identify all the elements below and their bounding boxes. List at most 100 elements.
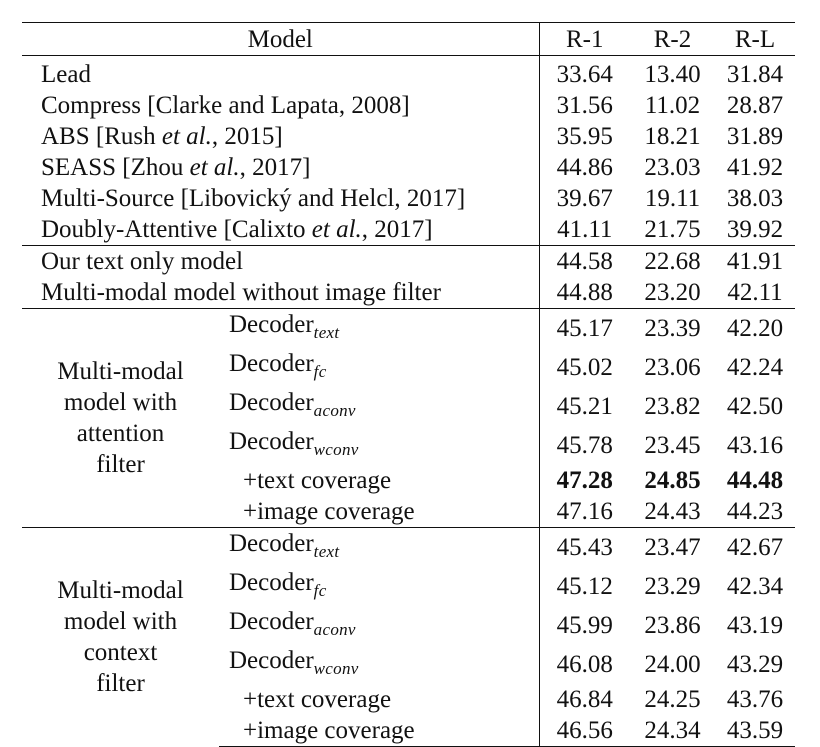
cell-r1: 45.17 xyxy=(539,308,630,348)
variant-base: Decoder xyxy=(229,350,314,377)
results-table-wrapper: Model R-1 R-2 R-L Lead 33.64 13.40 31.84… xyxy=(22,22,795,747)
table-row: Decoderwconv 46.08 24.00 43.29 xyxy=(22,645,795,684)
variant-base: Decoder xyxy=(229,311,314,338)
cell-r1: 46.08 xyxy=(556,651,613,678)
cell-r2: 23.39 xyxy=(630,308,715,348)
row-label: Doubly-Attentive [Calixto et al., 2017] xyxy=(22,214,540,246)
cell-r1: 45.99 xyxy=(556,612,613,639)
cell-r1-best: 47.28 xyxy=(556,467,613,494)
cell-r1: 45.02 xyxy=(556,354,613,381)
variant-label: +text coverage xyxy=(219,465,540,496)
variant-subscript: aconv xyxy=(313,401,356,420)
variant-label: +image coverage xyxy=(219,496,540,528)
table-row: +image coverage 47.16 24.43 44.23 xyxy=(22,496,795,528)
cell-r2: 23.45 xyxy=(644,432,701,459)
cell-r1: 41.11 xyxy=(557,216,613,243)
row-label: Multi-modal model without image filter xyxy=(22,277,540,309)
cell-r2: 23.47 xyxy=(630,527,715,567)
variant-subscript: wconv xyxy=(313,440,359,459)
table-row: Doubly-Attentive [Calixto et al., 2017] … xyxy=(22,214,795,246)
cell-r1: 44.86 xyxy=(556,154,613,181)
cell-rl: 31.89 xyxy=(726,123,784,150)
group-label-context: Multi-modal model with context filter xyxy=(22,527,219,747)
cell-rl-best: 44.48 xyxy=(726,467,784,494)
cell-r2: 23.03 xyxy=(644,154,701,181)
table-row: Decoderfc 45.02 23.06 42.24 xyxy=(22,348,795,387)
cell-r2: 24.00 xyxy=(644,651,701,678)
cell-r2: 23.20 xyxy=(644,279,701,306)
variant-label: Decoderaconv xyxy=(219,387,540,426)
cell-rl: 43.29 xyxy=(726,651,784,678)
variant-subscript: text xyxy=(313,323,340,342)
variant-base: Decoder xyxy=(229,389,314,416)
variant-base: Decoder xyxy=(229,530,314,557)
cell-r2: 23.06 xyxy=(644,354,701,381)
cell-r1: 46.84 xyxy=(556,686,613,713)
row-label: ABS [Rush et al., 2015] xyxy=(22,121,540,152)
table-row: Multi-modal model with attention filter … xyxy=(22,308,795,528)
variant-label: Decoderwconv xyxy=(219,426,540,465)
cell-r1: 45.78 xyxy=(556,432,613,459)
table-row: Multi-Source [Libovický and Helcl, 2017]… xyxy=(22,183,795,214)
table-row: Multi-modal model without image filter 4… xyxy=(22,277,795,309)
row-label: Compress [Clarke and Lapata, 2008] xyxy=(22,90,540,121)
table-row: Decoderwconv 45.78 23.45 43.16 xyxy=(22,426,795,465)
group-label-line: attention xyxy=(76,420,165,447)
cell-r1: 46.56 xyxy=(539,715,630,747)
results-table: Model R-1 R-2 R-L Lead 33.64 13.40 31.84… xyxy=(22,22,795,747)
row-label-text: ABS [Rush xyxy=(41,123,162,150)
cell-r1: 45.21 xyxy=(556,393,613,420)
cell-rl: 43.59 xyxy=(715,715,795,747)
table-row: SEASS [Zhou et al., 2017] 44.86 23.03 41… xyxy=(22,152,795,183)
variant-label: Decoderwconv xyxy=(219,645,540,684)
cell-rl: 43.19 xyxy=(726,612,784,639)
cell-rl: 42.67 xyxy=(715,527,795,567)
cell-rl: 42.11 xyxy=(727,279,783,306)
cell-rl: 43.76 xyxy=(726,686,784,713)
variant-subscript: fc xyxy=(313,581,327,600)
variant-label: Decoderfc xyxy=(219,348,540,387)
cell-r2: 18.21 xyxy=(644,123,701,150)
cell-r1: 45.12 xyxy=(556,573,613,600)
header-r1: R-1 xyxy=(539,22,630,56)
variant-subscript: fc xyxy=(313,362,327,381)
group-label-line: filter xyxy=(96,451,145,478)
header-rl: R-L xyxy=(715,22,795,56)
cell-r1: 31.56 xyxy=(556,92,613,119)
cell-rl: 28.87 xyxy=(726,92,784,119)
row-label-text: , 2017] xyxy=(361,216,433,243)
variant-label: +image coverage xyxy=(219,715,540,747)
cell-r1: 44.88 xyxy=(556,279,613,306)
table-row: +text coverage 46.84 24.25 43.76 xyxy=(22,684,795,715)
cell-rl: 42.20 xyxy=(715,308,795,348)
row-label-text: , 2015] xyxy=(211,123,283,150)
cell-r2: 22.68 xyxy=(630,245,715,277)
table-row: +text coverage 47.28 24.85 44.48 xyxy=(22,465,795,496)
cell-r2: 24.43 xyxy=(644,498,701,525)
cell-rl: 42.24 xyxy=(726,354,784,381)
variant-label: Decodertext xyxy=(219,308,540,348)
group-label-line: model with xyxy=(63,389,178,416)
table-row: Lead 33.64 13.40 31.84 xyxy=(22,55,795,90)
group-label-line: context xyxy=(83,639,158,667)
cell-rl: 41.92 xyxy=(726,154,784,181)
cell-r2: 13.40 xyxy=(630,55,715,90)
variant-subscript: text xyxy=(313,542,340,561)
cell-r1: 39.67 xyxy=(556,185,613,212)
table-row: Decoderaconv 45.21 23.82 42.50 xyxy=(22,387,795,426)
row-label-text: , 2017] xyxy=(239,154,311,181)
variant-base: Decoder xyxy=(229,569,314,596)
group-label-line: Multi-modal xyxy=(57,358,184,385)
cell-rl: 39.92 xyxy=(726,216,784,243)
cell-r2: 23.86 xyxy=(644,612,701,639)
header-model: Model xyxy=(22,22,540,56)
cell-r2: 24.25 xyxy=(644,686,701,713)
cell-r2: 24.34 xyxy=(630,715,715,747)
variant-subscript: wconv xyxy=(313,659,359,678)
group-label-line: filter xyxy=(96,670,145,698)
cell-r2: 11.02 xyxy=(644,92,701,119)
cell-r1: 44.58 xyxy=(539,245,630,277)
table-row: Compress [Clarke and Lapata, 2008] 31.56… xyxy=(22,90,795,121)
cell-r1: 35.95 xyxy=(556,123,613,150)
group-label-attention: Multi-modal model with attention filter xyxy=(22,308,219,528)
